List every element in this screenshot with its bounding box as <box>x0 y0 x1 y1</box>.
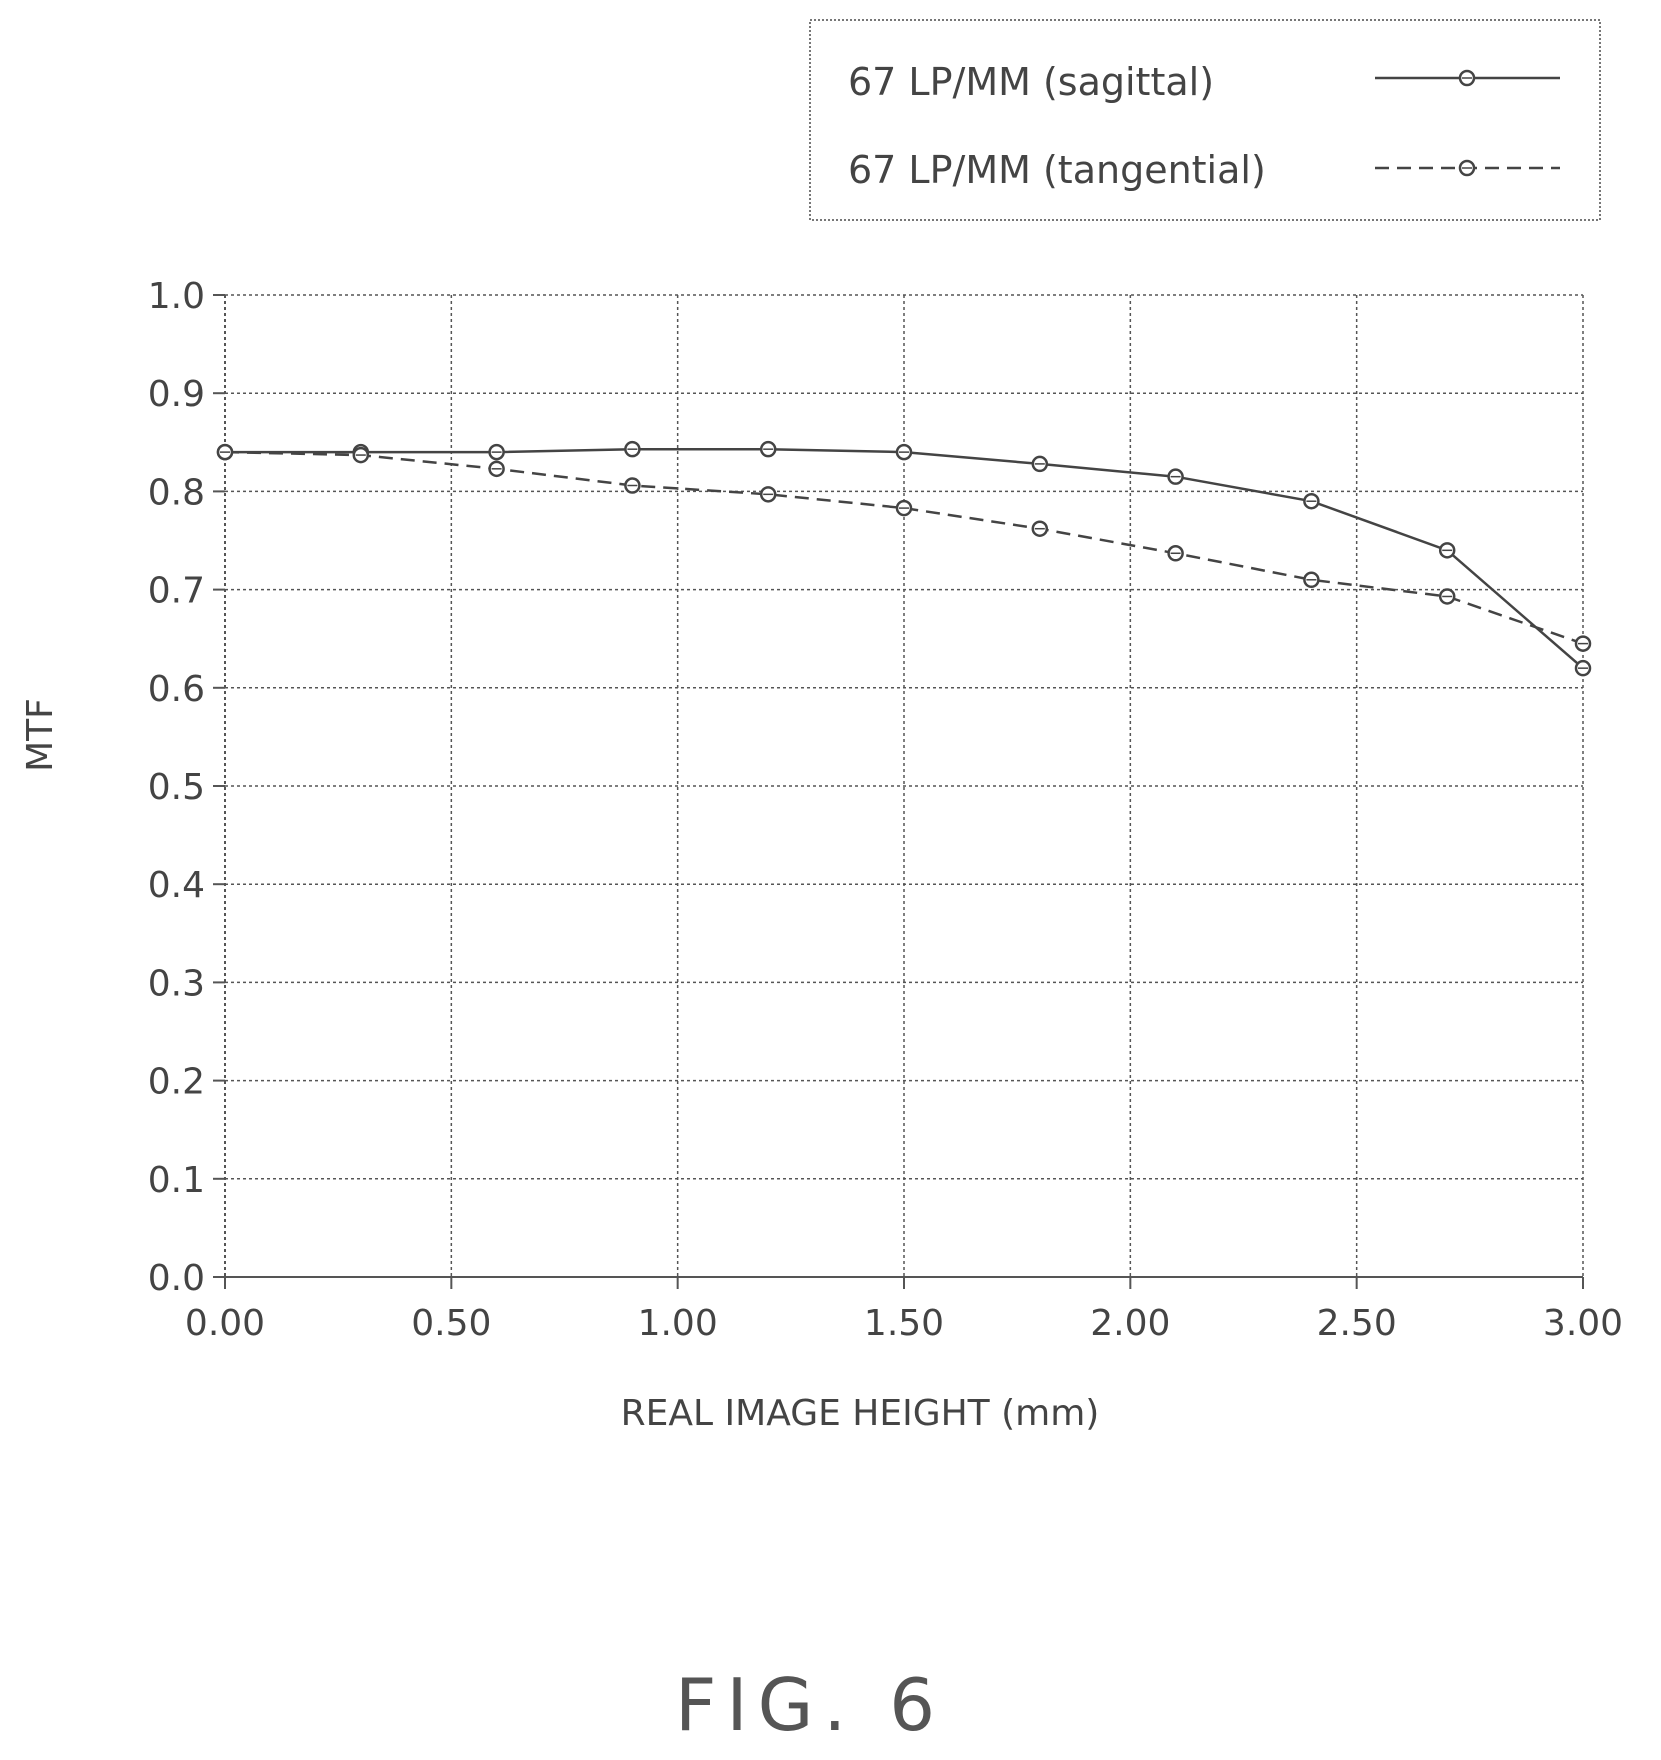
series-tangential <box>216 443 1592 652</box>
data-point <box>488 460 505 478</box>
data-point <box>488 443 505 461</box>
data-point <box>1303 571 1320 589</box>
legend-marker <box>1458 69 1476 87</box>
data-point <box>759 440 777 458</box>
x-axis-title: REAL IMAGE HEIGHT (mm) <box>621 1393 1100 1434</box>
figure-caption: FIG. 6 <box>675 1663 945 1747</box>
data-point <box>1031 455 1049 473</box>
y-tick-label: 0.9 <box>148 374 205 415</box>
legend-marker <box>1458 159 1476 177</box>
y-tick-label: 0.6 <box>148 669 205 710</box>
data-point <box>1167 468 1184 485</box>
data-point <box>759 486 777 503</box>
y-tick-label: 0.4 <box>148 865 205 906</box>
legend: 67 LP/MM (sagittal) 67 LP/MM (tangential… <box>809 19 1601 221</box>
x-tick-label: 1.50 <box>864 1303 944 1344</box>
y-tick-label: 0.1 <box>148 1160 205 1201</box>
data-point <box>1574 659 1592 677</box>
data-point <box>1438 542 1456 559</box>
y-tick-label: 0.8 <box>148 472 205 513</box>
data-point <box>895 443 913 461</box>
legend-label-tangential: 67 LP/MM (tangential) <box>848 148 1266 192</box>
y-tick-label: 0.7 <box>148 571 205 612</box>
data-point <box>1303 492 1320 510</box>
y-tick-label: 0.2 <box>148 1062 205 1103</box>
legend-box <box>809 19 1601 221</box>
data-point <box>1438 588 1456 605</box>
legend-label-sagittal: 67 LP/MM (sagittal) <box>848 60 1214 104</box>
data-point <box>624 440 641 458</box>
legend-sample-sagittal <box>1375 69 1560 87</box>
data-point <box>352 446 370 464</box>
axes <box>213 294 1584 1289</box>
data-point <box>1574 635 1592 652</box>
y-tick-label: 0.3 <box>148 963 205 1004</box>
series-line <box>224 450 1584 645</box>
y-axis-title: MTF <box>20 698 61 772</box>
series-group <box>216 440 1592 677</box>
y-tick-label: 1.0 <box>148 276 205 317</box>
data-point <box>624 477 641 494</box>
x-tick-label: 0.00 <box>185 1303 265 1344</box>
tick-labels: 0.0 0.1 0.2 0.3 0.4 0.5 0.6 0.7 0.8 0.9 1.0 0.00 0.5… <box>148 276 1623 1344</box>
y-tick-label: 0.0 <box>148 1258 205 1299</box>
x-tick-label: 3.00 <box>1543 1303 1623 1344</box>
y-tick-label: 0.5 <box>148 767 205 808</box>
data-point <box>1031 520 1049 537</box>
x-tick-label: 2.50 <box>1317 1303 1397 1344</box>
data-point <box>895 499 913 517</box>
grid <box>225 294 1584 1277</box>
data-point <box>216 443 234 461</box>
legend-sample-tangential <box>1375 159 1560 177</box>
x-tick-label: 2.00 <box>1090 1303 1170 1344</box>
data-point <box>1167 545 1184 562</box>
x-tick-label: 1.00 <box>638 1303 718 1344</box>
x-tick-label: 0.50 <box>411 1303 491 1344</box>
